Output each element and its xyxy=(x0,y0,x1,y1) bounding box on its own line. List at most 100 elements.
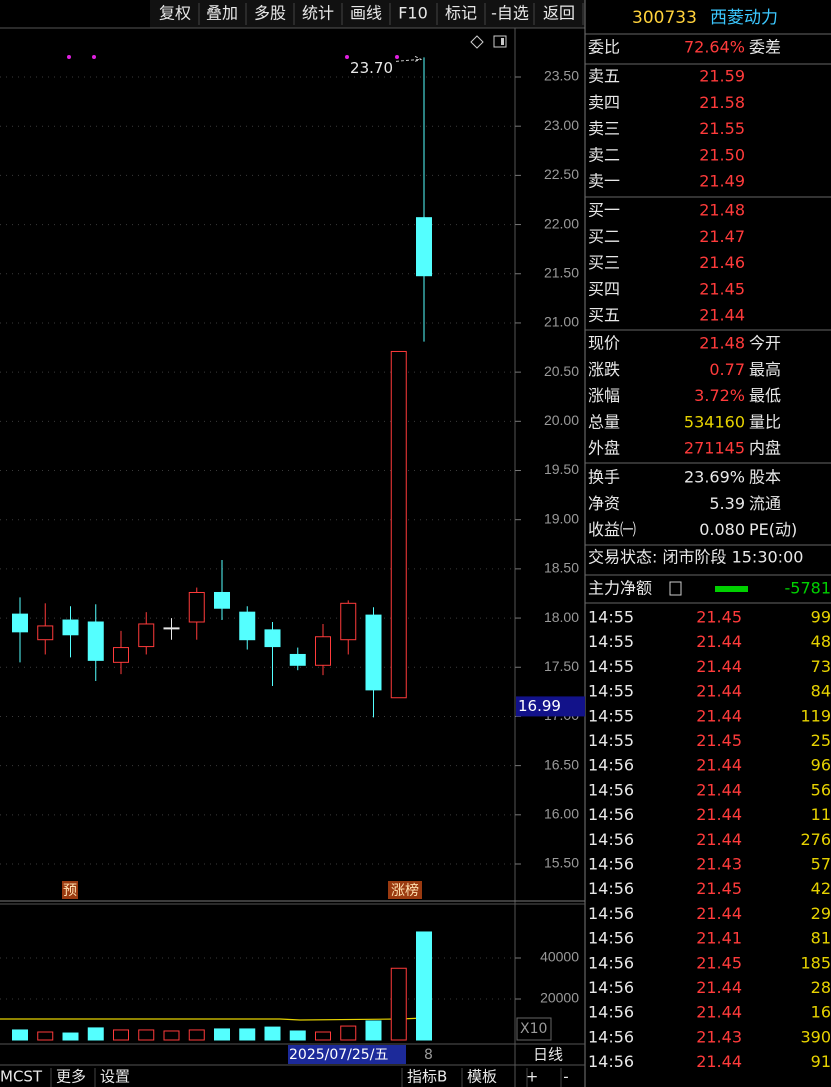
quote-price: 21.50 xyxy=(699,145,745,164)
quote-label: 涨跌 xyxy=(588,360,620,379)
candle-body xyxy=(239,611,256,641)
period-button[interactable]: 日线 xyxy=(533,1046,563,1064)
trade-price: 21.44 xyxy=(696,1003,742,1022)
quote-label: 收益㈠ xyxy=(588,520,636,539)
high-arrow xyxy=(395,55,423,62)
volume-bar xyxy=(62,1032,79,1041)
current-price-label: 16.99 xyxy=(518,697,561,715)
trade-time: 14:56 xyxy=(588,953,634,972)
volume-bar xyxy=(138,1029,155,1041)
y-tick-label: 16.50 xyxy=(544,756,579,772)
quote-value: 534160 xyxy=(684,412,745,431)
marker-dot xyxy=(395,55,399,59)
quote-value: 3.72% xyxy=(694,386,745,405)
toolbar-button[interactable]: 复权 xyxy=(159,4,191,23)
icon[interactable] xyxy=(470,35,484,49)
trade-price: 21.44 xyxy=(696,756,742,775)
bottom-button[interactable]: 设置 xyxy=(100,1068,130,1086)
trade-time: 14:55 xyxy=(588,731,634,750)
toolbar-button[interactable]: 画线 xyxy=(350,4,382,23)
quote-label: 卖一 xyxy=(588,172,620,191)
trade-status: 交易状态: 闭市阶段 15:30:00 xyxy=(588,548,803,567)
main-flow-value: -5781 xyxy=(785,579,831,598)
quote-label: 流通 xyxy=(749,494,781,513)
bottom-button[interactable]: 更多 xyxy=(56,1068,86,1086)
candle-body xyxy=(365,614,382,691)
y-tick-label: 23.00 xyxy=(544,117,579,133)
quote-label: 涨幅 xyxy=(588,386,620,405)
quote-label: 买五 xyxy=(588,306,620,325)
marker-dot xyxy=(67,55,71,59)
trade-volume: 99 xyxy=(811,608,831,627)
y-tick-label: 40000 xyxy=(540,949,579,965)
quote-label: 最低 xyxy=(749,386,781,405)
quote-label: 量比 xyxy=(749,412,781,431)
toolbar-button[interactable]: 多股 xyxy=(254,4,286,23)
y-tick-label: 18.50 xyxy=(544,560,579,576)
trade-time: 14:56 xyxy=(588,780,634,799)
trade-volume: 91 xyxy=(811,1052,831,1071)
quote-label: 委差 xyxy=(749,38,781,57)
trade-price: 21.41 xyxy=(696,929,742,948)
trade-time: 14:55 xyxy=(588,632,634,651)
bottom-button[interactable]: 模板 xyxy=(467,1068,497,1086)
volume-bar xyxy=(113,1029,129,1041)
toolbar-button[interactable]: 标记 xyxy=(445,4,477,23)
volume-bar xyxy=(289,1030,306,1041)
trade-price: 21.43 xyxy=(696,855,742,874)
volume-bar xyxy=(12,1029,28,1041)
y-tick-label: 21.50 xyxy=(544,264,579,280)
toolbar-button[interactable]: 返回 xyxy=(543,4,575,23)
y-tick-label: 20.50 xyxy=(544,363,579,379)
trade-volume: 29 xyxy=(811,904,831,923)
toolbar-button[interactable]: -自选 xyxy=(491,4,529,23)
volume-bar xyxy=(340,1025,357,1041)
trade-volume: 84 xyxy=(811,682,831,701)
stock-name: 西菱动力 xyxy=(710,8,778,28)
volume-ma-line xyxy=(0,1017,425,1021)
y-tick-label: 20.00 xyxy=(544,412,579,428)
toolbar-button[interactable]: 统计 xyxy=(302,4,334,23)
trade-price: 21.44 xyxy=(696,1052,742,1071)
candle-body xyxy=(37,625,54,641)
trade-time: 14:56 xyxy=(588,879,634,898)
icon[interactable] xyxy=(493,35,507,48)
trade-volume: 73 xyxy=(811,657,831,676)
volume-bar xyxy=(315,1031,331,1041)
candle-body xyxy=(340,602,357,641)
volume-bar xyxy=(163,1030,180,1041)
trade-time: 14:56 xyxy=(588,929,634,948)
toolbar-button[interactable]: 叠加 xyxy=(206,4,238,23)
bottom-button[interactable]: + xyxy=(526,1068,539,1086)
main-flow-label: 主力净额 xyxy=(588,579,652,598)
trade-time: 14:56 xyxy=(588,978,634,997)
trade-time: 14:55 xyxy=(588,657,634,676)
trade-price: 21.45 xyxy=(696,731,742,750)
toolbar-button[interactable]: F10 xyxy=(398,4,428,23)
volume-bar xyxy=(214,1028,230,1041)
toolbar-bg xyxy=(150,0,585,28)
trade-volume: 42 xyxy=(811,879,831,898)
quote-price: 21.58 xyxy=(699,93,745,112)
tag-box xyxy=(388,881,422,899)
trade-price: 21.45 xyxy=(696,608,742,627)
candle-body xyxy=(315,636,331,666)
bottom-button[interactable]: - xyxy=(563,1068,568,1086)
quote-price: 21.55 xyxy=(699,119,745,138)
candle-body xyxy=(62,619,79,636)
trade-price: 21.44 xyxy=(696,682,742,701)
trade-volume: 11 xyxy=(811,805,831,824)
y-tick-label: 19.00 xyxy=(544,510,579,526)
quote-label: PE(动) xyxy=(749,520,797,539)
trade-volume: 81 xyxy=(811,929,831,948)
quote-label: 买三 xyxy=(588,253,620,272)
quote-label: 净资 xyxy=(588,494,620,513)
trade-volume: 96 xyxy=(811,756,831,775)
trade-volume: 28 xyxy=(811,978,831,997)
y-tick-label: 16.00 xyxy=(544,806,579,822)
bottom-button[interactable]: MCST xyxy=(0,1068,43,1086)
bottom-button[interactable]: 指标B xyxy=(407,1068,447,1086)
tag: 预 xyxy=(63,883,77,899)
